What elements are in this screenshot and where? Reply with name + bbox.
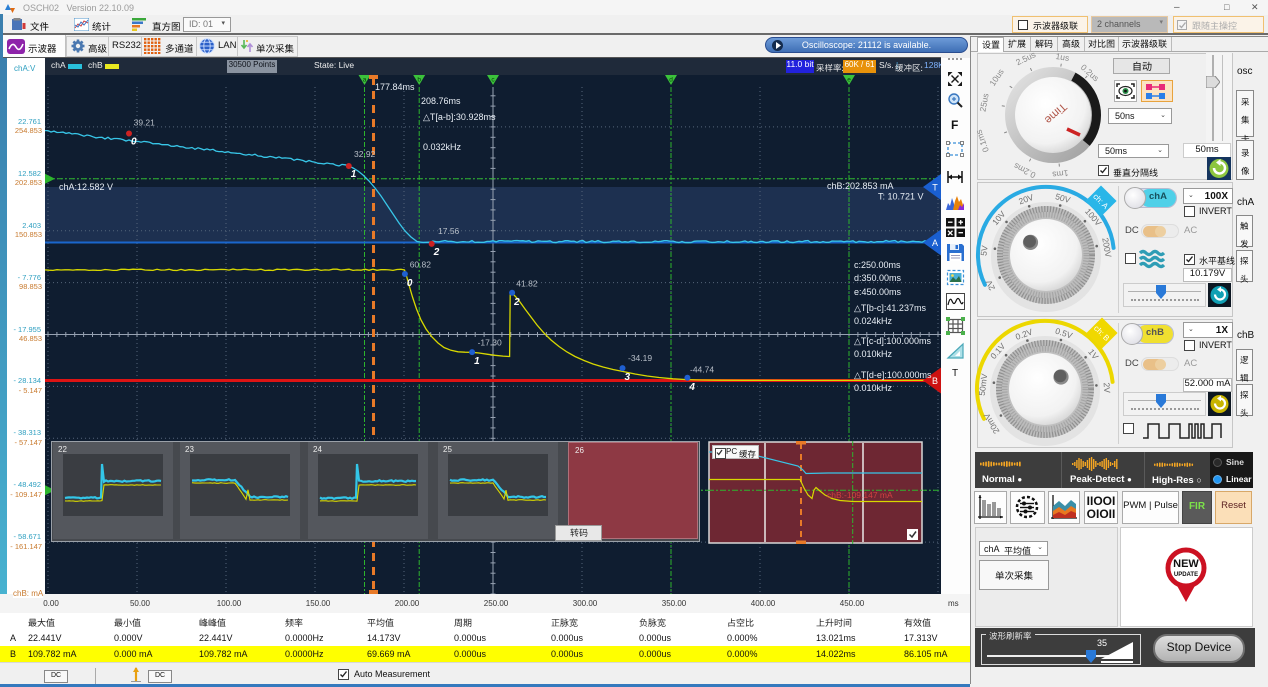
svg-text:2: 2 [513, 297, 520, 308]
svg-text:10us: 10us [987, 67, 1006, 88]
svg-text:1: 1 [474, 356, 480, 367]
svg-text:2.5us: 2.5us [1014, 49, 1037, 67]
svg-text:-34.19: -34.19 [628, 353, 652, 363]
svg-text:0.032kHz: 0.032kHz [423, 142, 462, 152]
svg-text:1us: 1us [1055, 51, 1070, 63]
svg-text:e:450.00ms: e:450.00ms [854, 287, 902, 297]
svg-text:2: 2 [433, 247, 440, 258]
svg-text:c:250.00ms: c:250.00ms [854, 260, 901, 270]
svg-text:-17.30: -17.30 [478, 337, 502, 347]
svg-text:25us: 25us [978, 93, 991, 113]
svg-text:50V: 50V [1054, 191, 1072, 205]
svg-text:41.82: 41.82 [516, 279, 538, 289]
svg-text:△T[a-b]:30.928ms: △T[a-b]:30.928ms [423, 112, 496, 122]
svg-text:chA:12.582 V: chA:12.582 V [59, 182, 113, 192]
svg-text:d: d [669, 77, 673, 84]
svg-text:32.92: 32.92 [354, 149, 376, 159]
svg-text:B: B [932, 376, 938, 386]
svg-text:1ms: 1ms [1052, 168, 1069, 180]
svg-text:c: c [491, 77, 495, 84]
svg-text:A: A [932, 238, 938, 248]
svg-text:4: 4 [688, 382, 695, 393]
svg-text:2V: 2V [1102, 382, 1113, 393]
svg-text:chB:-109.147 mA: chB:-109.147 mA [827, 490, 893, 500]
svg-text:208.76ms: 208.76ms [421, 96, 461, 106]
svg-text:a: a [363, 77, 367, 84]
svg-text:0: 0 [131, 137, 137, 148]
svg-text:177.84ms: 177.84ms [375, 82, 415, 92]
svg-text:△T[d-e]:100.000ms: △T[d-e]:100.000ms [854, 370, 932, 380]
svg-text:0.010kHz: 0.010kHz [854, 349, 893, 359]
svg-text:UPDATE: UPDATE [1174, 572, 1198, 578]
svg-text:-44.74: -44.74 [690, 365, 714, 375]
svg-text:0: 0 [407, 278, 413, 289]
svg-text:△T[b-c]:41.237ms: △T[b-c]:41.237ms [854, 303, 926, 313]
svg-text:d:350.00ms: d:350.00ms [854, 273, 902, 283]
svg-text:T: 10.721 V: T: 10.721 V [878, 192, 924, 202]
svg-text:200V: 200V [1100, 237, 1113, 259]
svg-text:50mV: 50mV [977, 373, 990, 397]
svg-text:△T[c-d]:100.000ms: △T[c-d]:100.000ms [854, 336, 931, 346]
svg-text:0.024kHz: 0.024kHz [854, 316, 893, 326]
svg-text:e: e [847, 77, 851, 84]
svg-text:0.010kHz: 0.010kHz [854, 383, 893, 393]
svg-text:1: 1 [351, 169, 357, 180]
svg-text:3: 3 [625, 372, 631, 383]
svg-text:T: T [932, 183, 938, 193]
svg-text:b: b [417, 77, 421, 84]
svg-text:NEW: NEW [1173, 558, 1199, 570]
svg-text:20V: 20V [1017, 192, 1035, 206]
svg-text:0.2ms: 0.2ms [1012, 161, 1037, 180]
svg-text:chB:202.853 mA: chB:202.853 mA [827, 181, 894, 191]
svg-text:2V: 2V [983, 278, 997, 292]
svg-text:60.82: 60.82 [410, 259, 432, 269]
svg-text:39.21: 39.21 [134, 118, 156, 128]
svg-text:17.56: 17.56 [438, 226, 460, 236]
svg-text:5V: 5V [978, 245, 989, 257]
